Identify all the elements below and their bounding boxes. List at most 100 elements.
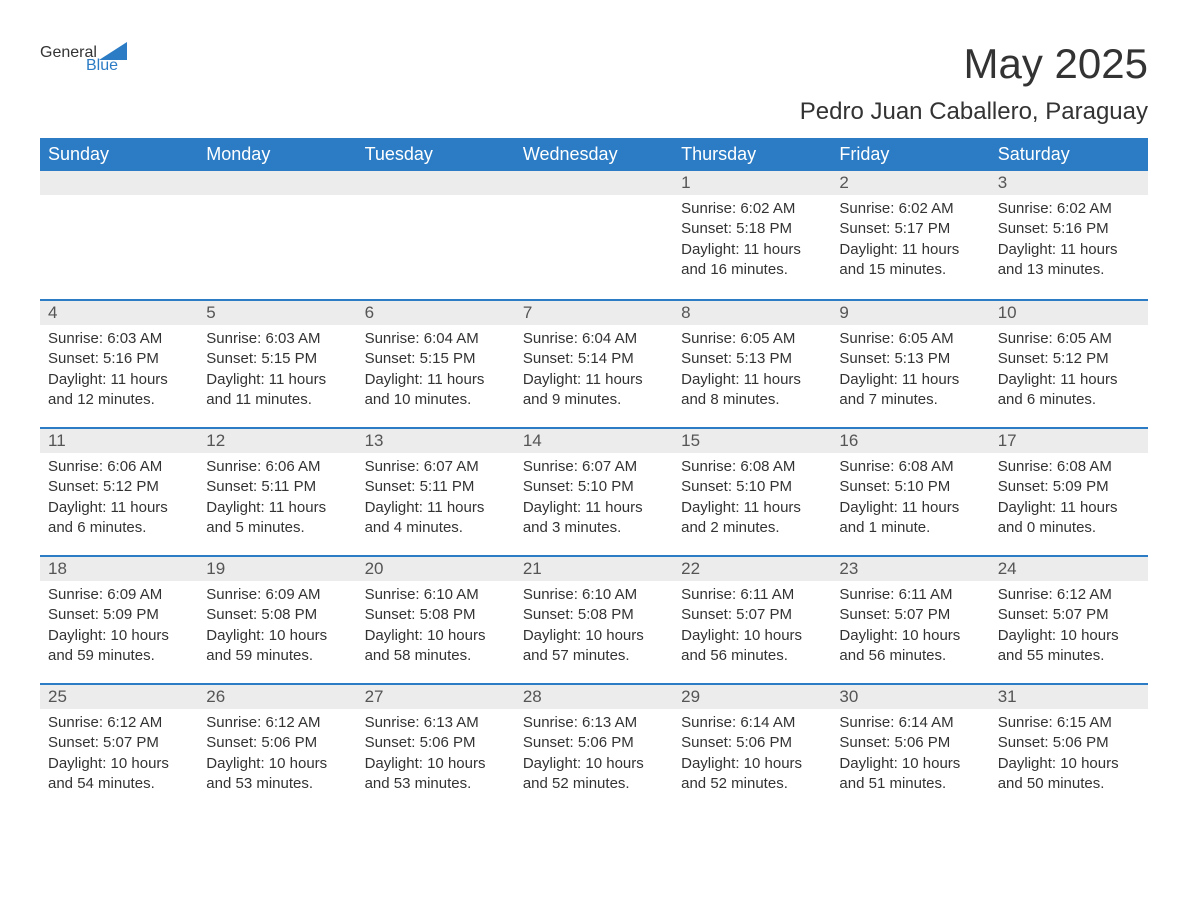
day-number: 31 (990, 683, 1148, 709)
day-details: Sunrise: 6:07 AMSunset: 5:10 PMDaylight:… (515, 453, 673, 546)
daylight-line: Daylight: 10 hours and 54 minutes. (48, 754, 190, 795)
daylight-line: Daylight: 10 hours and 53 minutes. (365, 754, 507, 795)
calendar-day-cell: 28Sunrise: 6:13 AMSunset: 5:06 PMDayligh… (515, 683, 673, 811)
day-number: 29 (673, 683, 831, 709)
sunrise-line: Sunrise: 6:14 AM (681, 713, 823, 733)
day-number: 1 (673, 171, 831, 195)
calendar-day-cell: 11Sunrise: 6:06 AMSunset: 5:12 PMDayligh… (40, 427, 198, 555)
sunset-line: Sunset: 5:10 PM (839, 477, 981, 497)
sunrise-line: Sunrise: 6:10 AM (523, 585, 665, 605)
daylight-line: Daylight: 10 hours and 59 minutes. (206, 626, 348, 667)
sunrise-line: Sunrise: 6:12 AM (998, 585, 1140, 605)
day-details: Sunrise: 6:15 AMSunset: 5:06 PMDaylight:… (990, 709, 1148, 802)
sunset-line: Sunset: 5:13 PM (839, 349, 981, 369)
sunrise-line: Sunrise: 6:13 AM (365, 713, 507, 733)
sunset-line: Sunset: 5:07 PM (681, 605, 823, 625)
day-number: 2 (831, 171, 989, 195)
calendar-day-cell: 24Sunrise: 6:12 AMSunset: 5:07 PMDayligh… (990, 555, 1148, 683)
sunset-line: Sunset: 5:06 PM (206, 733, 348, 753)
day-details: Sunrise: 6:13 AMSunset: 5:06 PMDaylight:… (357, 709, 515, 802)
calendar-day-cell: 25Sunrise: 6:12 AMSunset: 5:07 PMDayligh… (40, 683, 198, 811)
sunset-line: Sunset: 5:09 PM (998, 477, 1140, 497)
day-number: 14 (515, 427, 673, 453)
daylight-line: Daylight: 11 hours and 5 minutes. (206, 498, 348, 539)
daylight-line: Daylight: 11 hours and 16 minutes. (681, 240, 823, 281)
sunrise-line: Sunrise: 6:15 AM (998, 713, 1140, 733)
daylight-line: Daylight: 11 hours and 3 minutes. (523, 498, 665, 539)
calendar-week-row: 1Sunrise: 6:02 AMSunset: 5:18 PMDaylight… (40, 171, 1148, 299)
daylight-line: Daylight: 10 hours and 51 minutes. (839, 754, 981, 795)
day-details: Sunrise: 6:03 AMSunset: 5:16 PMDaylight:… (40, 325, 198, 418)
sunset-line: Sunset: 5:07 PM (839, 605, 981, 625)
calendar-day-cell: 17Sunrise: 6:08 AMSunset: 5:09 PMDayligh… (990, 427, 1148, 555)
weekday-header: Monday (198, 138, 356, 171)
weekday-header: Friday (831, 138, 989, 171)
sunrise-line: Sunrise: 6:03 AM (48, 329, 190, 349)
calendar-day-cell: 29Sunrise: 6:14 AMSunset: 5:06 PMDayligh… (673, 683, 831, 811)
daylight-line: Daylight: 10 hours and 57 minutes. (523, 626, 665, 667)
weekday-header: Wednesday (515, 138, 673, 171)
calendar-day-cell: 18Sunrise: 6:09 AMSunset: 5:09 PMDayligh… (40, 555, 198, 683)
sunset-line: Sunset: 5:11 PM (365, 477, 507, 497)
day-number: 8 (673, 299, 831, 325)
calendar-day-cell (515, 171, 673, 299)
calendar-day-cell (357, 171, 515, 299)
weekday-header-row: Sunday Monday Tuesday Wednesday Thursday… (40, 138, 1148, 171)
sunset-line: Sunset: 5:13 PM (681, 349, 823, 369)
title-block: May 2025 Pedro Juan Caballero, Paraguay (800, 40, 1148, 126)
day-details: Sunrise: 6:08 AMSunset: 5:09 PMDaylight:… (990, 453, 1148, 546)
day-number: 12 (198, 427, 356, 453)
sunrise-line: Sunrise: 6:06 AM (48, 457, 190, 477)
day-details: Sunrise: 6:09 AMSunset: 5:08 PMDaylight:… (198, 581, 356, 674)
calendar-day-cell: 16Sunrise: 6:08 AMSunset: 5:10 PMDayligh… (831, 427, 989, 555)
daylight-line: Daylight: 11 hours and 0 minutes. (998, 498, 1140, 539)
day-number: 3 (990, 171, 1148, 195)
sunset-line: Sunset: 5:16 PM (48, 349, 190, 369)
sunset-line: Sunset: 5:06 PM (681, 733, 823, 753)
logo: General Blue (40, 40, 127, 75)
sunset-line: Sunset: 5:12 PM (998, 349, 1140, 369)
sunrise-line: Sunrise: 6:05 AM (839, 329, 981, 349)
calendar-day-cell: 9Sunrise: 6:05 AMSunset: 5:13 PMDaylight… (831, 299, 989, 427)
calendar-day-cell: 21 Sunrise: 6:10 AMSunset: 5:08 PMDayligh… (515, 555, 673, 683)
daylight-line: Daylight: 11 hours and 4 minutes. (365, 498, 507, 539)
daylight-line: Daylight: 10 hours and 53 minutes. (206, 754, 348, 795)
daylight-line: Daylight: 10 hours and 50 minutes. (998, 754, 1140, 795)
daylight-line: Daylight: 11 hours and 9 minutes. (523, 370, 665, 411)
calendar-day-cell: 20Sunrise: 6:10 AMSunset: 5:08 PMDayligh… (357, 555, 515, 683)
calendar-day-cell: 27Sunrise: 6:13 AMSunset: 5:06 PMDayligh… (357, 683, 515, 811)
day-details: Sunrise: 6:14 AMSunset: 5:06 PMDaylight:… (673, 709, 831, 802)
daylight-line: Daylight: 11 hours and 12 minutes. (48, 370, 190, 411)
daylight-line: Daylight: 11 hours and 2 minutes. (681, 498, 823, 539)
sunset-line: Sunset: 5:08 PM (523, 605, 665, 625)
sunset-line: Sunset: 5:16 PM (998, 219, 1140, 239)
day-details: Sunrise: 6:11 AMSunset: 5:07 PMDaylight:… (831, 581, 989, 674)
sunrise-line: Sunrise: 6:11 AM (839, 585, 981, 605)
day-details: Sunrise: 6:08 AMSunset: 5:10 PMDaylight:… (673, 453, 831, 546)
daylight-line: Daylight: 11 hours and 6 minutes. (998, 370, 1140, 411)
day-details: Sunrise: 6:04 AMSunset: 5:14 PMDaylight:… (515, 325, 673, 418)
calendar-week-row: 11Sunrise: 6:06 AMSunset: 5:12 PMDayligh… (40, 427, 1148, 555)
day-details: Sunrise: 6:05 AMSunset: 5:13 PMDaylight:… (831, 325, 989, 418)
calendar-day-cell: 2Sunrise: 6:02 AMSunset: 5:17 PMDaylight… (831, 171, 989, 299)
daylight-line: Daylight: 10 hours and 56 minutes. (681, 626, 823, 667)
calendar-day-cell: 6Sunrise: 6:04 AMSunset: 5:15 PMDaylight… (357, 299, 515, 427)
sunrise-line: Sunrise: 6:12 AM (206, 713, 348, 733)
day-details: Sunrise: 6:04 AMSunset: 5:15 PMDaylight:… (357, 325, 515, 418)
day-details: Sunrise: 6:03 AMSunset: 5:15 PMDaylight:… (198, 325, 356, 418)
day-details: Sunrise: 6:02 AMSunset: 5:17 PMDaylight:… (831, 195, 989, 288)
day-number: 21 (515, 555, 673, 581)
day-number: 10 (990, 299, 1148, 325)
calendar-day-cell: 5Sunrise: 6:03 AMSunset: 5:15 PMDaylight… (198, 299, 356, 427)
sunrise-line: Sunrise: 6:02 AM (839, 199, 981, 219)
calendar-week-row: 18Sunrise: 6:09 AMSunset: 5:09 PMDayligh… (40, 555, 1148, 683)
weekday-header: Tuesday (357, 138, 515, 171)
calendar-day-cell: 19Sunrise: 6:09 AMSunset: 5:08 PMDayligh… (198, 555, 356, 683)
sunrise-line: Sunrise: 6:05 AM (998, 329, 1140, 349)
calendar-day-cell: 12Sunrise: 6:06 AMSunset: 5:11 PMDayligh… (198, 427, 356, 555)
sunrise-line: Sunrise: 6:03 AM (206, 329, 348, 349)
day-number: 17 (990, 427, 1148, 453)
sunset-line: Sunset: 5:06 PM (998, 733, 1140, 753)
day-number: 5 (198, 299, 356, 325)
day-number: 28 (515, 683, 673, 709)
